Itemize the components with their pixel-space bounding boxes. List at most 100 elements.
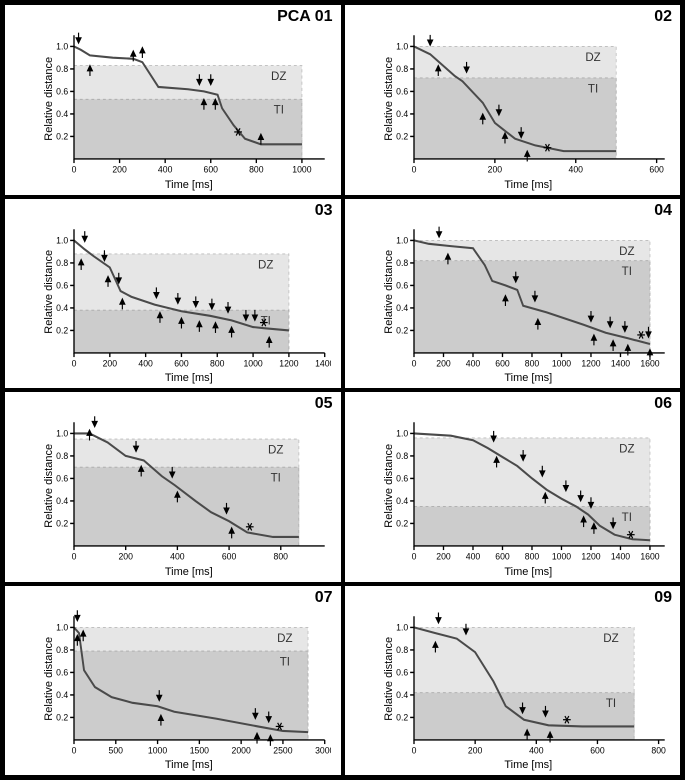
svg-text:800: 800 — [249, 164, 263, 174]
svg-text:0.2: 0.2 — [56, 131, 68, 141]
x-axis-label: Time [ms] — [387, 566, 671, 578]
svg-text:1.0: 1.0 — [56, 235, 68, 245]
svg-text:TI: TI — [271, 470, 281, 484]
svg-text:200: 200 — [118, 551, 132, 561]
svg-text:0: 0 — [411, 358, 416, 368]
svg-text:0.4: 0.4 — [396, 109, 408, 119]
panel-label: 09 — [654, 589, 672, 607]
svg-text:0: 0 — [72, 358, 77, 368]
svg-text:DZ: DZ — [258, 257, 273, 271]
svg-text:800: 800 — [210, 358, 224, 368]
svg-text:1500: 1500 — [190, 745, 209, 755]
svg-text:TI: TI — [621, 263, 631, 277]
svg-text:200: 200 — [487, 164, 501, 174]
svg-text:1000: 1000 — [551, 551, 570, 561]
plot-area: DZTI0.20.40.60.81.00200400600800 — [387, 610, 671, 759]
svg-text:0.2: 0.2 — [396, 712, 408, 722]
svg-text:TI: TI — [587, 81, 597, 95]
panel-09: 09Relative distanceDZTI0.20.40.60.81.002… — [343, 584, 683, 778]
svg-text:0.8: 0.8 — [56, 451, 68, 461]
svg-text:0.8: 0.8 — [56, 644, 68, 654]
svg-text:1400: 1400 — [610, 358, 629, 368]
svg-text:1400: 1400 — [315, 358, 330, 368]
svg-text:600: 600 — [649, 164, 663, 174]
svg-text:0.8: 0.8 — [396, 257, 408, 267]
svg-text:200: 200 — [103, 358, 117, 368]
svg-text:0: 0 — [411, 164, 416, 174]
svg-text:DZ: DZ — [271, 69, 286, 83]
svg-text:600: 600 — [174, 358, 188, 368]
svg-text:3000: 3000 — [315, 745, 330, 755]
svg-text:1000: 1000 — [148, 745, 167, 755]
svg-text:0.4: 0.4 — [56, 109, 68, 119]
svg-text:0.2: 0.2 — [56, 712, 68, 722]
svg-text:0.8: 0.8 — [56, 257, 68, 267]
svg-text:1.0: 1.0 — [56, 428, 68, 438]
panel-label: 02 — [654, 8, 672, 26]
x-axis-label: Time [ms] — [47, 372, 331, 384]
x-axis-label: Time [ms] — [387, 179, 671, 191]
svg-text:1200: 1200 — [581, 551, 600, 561]
svg-text:400: 400 — [158, 164, 172, 174]
svg-text:0.6: 0.6 — [396, 473, 408, 483]
panel-label: 04 — [654, 202, 672, 220]
panel-05: 05Relative distanceDZTI0.20.40.60.81.002… — [3, 390, 343, 584]
svg-text:800: 800 — [651, 745, 665, 755]
svg-text:0.6: 0.6 — [56, 473, 68, 483]
svg-text:600: 600 — [222, 551, 236, 561]
svg-text:0.4: 0.4 — [396, 302, 408, 312]
svg-text:0: 0 — [72, 164, 77, 174]
svg-text:0: 0 — [411, 745, 416, 755]
svg-text:1600: 1600 — [640, 551, 659, 561]
x-axis-label: Time [ms] — [387, 759, 671, 771]
svg-text:0.8: 0.8 — [396, 451, 408, 461]
panel-label: 06 — [654, 395, 672, 413]
svg-text:1200: 1200 — [581, 358, 600, 368]
svg-text:800: 800 — [524, 551, 538, 561]
svg-text:800: 800 — [274, 551, 288, 561]
svg-text:500: 500 — [109, 745, 123, 755]
panel-02: 02Relative distanceDZTI0.20.40.60.81.002… — [343, 3, 683, 197]
svg-text:200: 200 — [436, 358, 450, 368]
svg-text:1.0: 1.0 — [56, 622, 68, 632]
svg-text:0.2: 0.2 — [396, 518, 408, 528]
svg-text:0.2: 0.2 — [396, 131, 408, 141]
x-axis-label: Time [ms] — [47, 179, 331, 191]
svg-text:400: 400 — [170, 551, 184, 561]
panel-label: 05 — [315, 395, 333, 413]
svg-text:0.8: 0.8 — [396, 64, 408, 74]
svg-text:800: 800 — [524, 358, 538, 368]
svg-text:1200: 1200 — [279, 358, 298, 368]
svg-text:1000: 1000 — [292, 164, 311, 174]
panel-04: 04Relative distanceDZTI0.20.40.60.81.002… — [343, 197, 683, 391]
figure-grid: PCA 01Relative distanceDZTI0.20.40.60.81… — [0, 0, 685, 780]
svg-text:600: 600 — [204, 164, 218, 174]
svg-text:0.4: 0.4 — [396, 496, 408, 506]
svg-text:DZ: DZ — [585, 50, 600, 64]
x-axis-label: Time [ms] — [47, 566, 331, 578]
svg-text:0.4: 0.4 — [56, 689, 68, 699]
svg-text:600: 600 — [590, 745, 604, 755]
svg-text:0.6: 0.6 — [396, 280, 408, 290]
svg-text:400: 400 — [568, 164, 582, 174]
plot-area: DZTI0.20.40.60.81.0020040060080010001200… — [387, 223, 671, 372]
panel-07: 07Relative distanceDZTI0.20.40.60.81.005… — [3, 584, 343, 778]
svg-text:2000: 2000 — [232, 745, 251, 755]
svg-text:0.6: 0.6 — [56, 667, 68, 677]
svg-text:0.2: 0.2 — [56, 518, 68, 528]
plot-area: DZTI0.20.40.60.81.002004006008001000 — [47, 29, 331, 178]
svg-text:1000: 1000 — [551, 358, 570, 368]
svg-text:1000: 1000 — [243, 358, 262, 368]
panel-label: 03 — [315, 202, 333, 220]
svg-text:0.4: 0.4 — [396, 689, 408, 699]
plot-area: DZTI0.20.40.60.81.0020040060080010001200… — [47, 223, 331, 372]
svg-text:TI: TI — [621, 510, 631, 524]
svg-text:0.6: 0.6 — [56, 280, 68, 290]
svg-text:DZ: DZ — [619, 243, 634, 257]
panel-pca-01: PCA 01Relative distanceDZTI0.20.40.60.81… — [3, 3, 343, 197]
svg-text:200: 200 — [467, 745, 481, 755]
panel-label: PCA 01 — [277, 8, 332, 26]
svg-text:0.4: 0.4 — [56, 302, 68, 312]
svg-text:1.0: 1.0 — [396, 428, 408, 438]
svg-text:400: 400 — [138, 358, 152, 368]
